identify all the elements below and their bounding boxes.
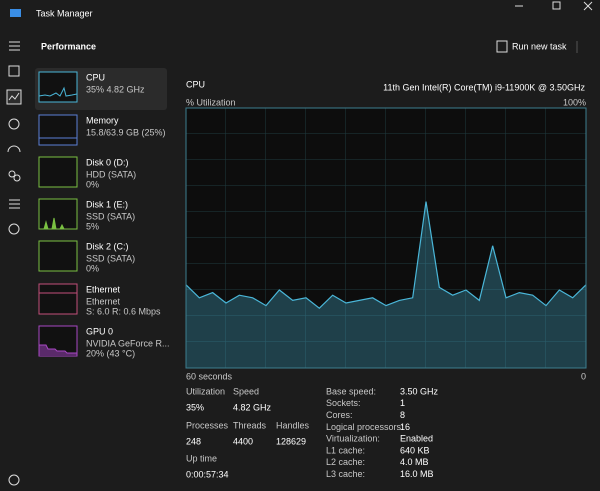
detail-value: 16 xyxy=(400,422,410,432)
sidebar-item-detail: 0% xyxy=(86,179,99,189)
stat-value: 128629 xyxy=(276,436,306,446)
sidebar-item[interactable]: GPU 0 NVIDIA GeForce R...20% (43 °C) xyxy=(38,325,170,358)
sidebar-item-detail: 0% xyxy=(86,263,99,273)
stat-value: 4400 xyxy=(233,436,253,446)
x-tick-label: 60 seconds xyxy=(186,371,233,381)
sidebar-item-name: GPU 0 xyxy=(86,326,113,336)
detail-label: L2 cache: xyxy=(326,457,365,467)
sidebar-item-detail: NVIDIA GeForce R... xyxy=(86,338,170,348)
sidebar-item[interactable]: Disk 1 (E:) SSD (SATA)5% xyxy=(38,198,135,231)
detail-value: 8 xyxy=(400,410,405,420)
sidebar-item[interactable]: Disk 0 (D:) HDD (SATA)0% xyxy=(38,156,136,189)
stat-value: 248 xyxy=(186,436,201,446)
y-tick-label: 100% xyxy=(563,97,586,107)
sidebar-item[interactable]: CPU 35% 4.82 GHz xyxy=(35,68,167,110)
stat-label: Threads xyxy=(233,420,267,430)
sidebar-item-detail: SSD (SATA) xyxy=(86,253,135,263)
x-tick-label: 0 xyxy=(581,371,586,381)
stat-label: Utilization xyxy=(186,386,225,396)
sidebar-item-name: Disk 1 (E:) xyxy=(86,199,128,209)
stat-label: Handles xyxy=(276,420,310,430)
detail-label: L3 cache: xyxy=(326,469,365,479)
nav-icons[interactable] xyxy=(6,41,22,486)
detail-value: 16.0 MB xyxy=(400,469,434,479)
detail-value: Enabled xyxy=(400,434,433,444)
sidebar-item-detail: 35% 4.82 GHz xyxy=(86,84,145,94)
cpu-title: CPU xyxy=(186,79,205,89)
sidebar-item-detail: 20% (43 °C) xyxy=(86,348,135,358)
sidebar-item-name: Ethernet xyxy=(86,284,121,294)
sidebar-item-name: CPU xyxy=(86,72,105,82)
sidebar-item[interactable]: Memory 15.8/63.9 GB (25%) xyxy=(38,114,166,146)
detail-value: 4.0 MB xyxy=(400,457,429,467)
sidebar-item-detail: HDD (SATA) xyxy=(86,169,136,179)
thumbnail xyxy=(38,156,78,188)
stat-label: Processes xyxy=(186,420,229,430)
chart-border xyxy=(185,107,587,369)
stat-value: 4.82 GHz xyxy=(233,402,272,412)
window-controls[interactable] xyxy=(515,1,593,11)
detail-label: Sockets: xyxy=(326,398,361,408)
thumbnail-graph xyxy=(38,344,78,356)
y-axis-label: % Utilization xyxy=(186,97,236,107)
sidebar-item-name: Memory xyxy=(86,115,119,125)
sidebar-item-name: Disk 0 (D:) xyxy=(86,157,129,167)
sidebar: CPU 35% 4.82 GHz Memory 15.8/63.9 GB (25%) D… xyxy=(35,68,170,358)
detail-value: 1 xyxy=(400,398,405,408)
window-title: Task Manager xyxy=(36,8,93,18)
area-fill xyxy=(186,201,586,368)
detail-value: 640 KB xyxy=(400,445,430,455)
detail-value: 3.50 GHz xyxy=(400,386,439,396)
sidebar-item-name: Disk 2 (C:) xyxy=(86,241,129,251)
run-new-task[interactable]: Run new task xyxy=(496,40,567,53)
detail-label: Base speed: xyxy=(326,386,376,396)
sidebar-item-detail: S: 6.0 R: 0.6 Mbps xyxy=(86,306,161,316)
stat-value: 0:00:57:34 xyxy=(186,469,229,479)
sidebar-item-detail: 5% xyxy=(86,221,99,231)
thumbnail-graph xyxy=(39,217,77,230)
cpu-model: 11th Gen Intel(R) Core(TM) i9-11900K @ 3… xyxy=(383,82,585,92)
sidebar-item-detail: SSD (SATA) xyxy=(86,211,135,221)
detail-label: L1 cache: xyxy=(326,445,365,455)
stat-label: Speed xyxy=(233,386,259,396)
thumbnail xyxy=(38,114,78,146)
detail-label: Logical processors: xyxy=(326,422,404,432)
sidebar-item-detail: Ethernet xyxy=(86,296,121,306)
line xyxy=(185,201,587,309)
stat-label: Up time xyxy=(186,453,217,463)
chart: 60 seconds 0 100% xyxy=(185,97,587,381)
thumbnail-graph xyxy=(38,86,78,97)
chart-grid xyxy=(186,108,586,368)
thumbnail xyxy=(38,283,78,315)
thumbnail xyxy=(38,71,78,103)
detail-label: Cores: xyxy=(326,410,353,420)
app-icon xyxy=(10,9,21,17)
thumbnail xyxy=(38,240,78,272)
sidebar-item[interactable]: Disk 2 (C:) SSD (SATA)0% xyxy=(38,240,135,273)
stats: Utilization 35% Speed 4.82 GHz Processes 248 T… xyxy=(186,386,439,479)
sidebar-item-detail: 15.8/63.9 GB (25%) xyxy=(86,127,166,137)
stat-value: 35% xyxy=(186,402,204,412)
detail-label: Virtualization: xyxy=(326,434,380,444)
page-title: Performance xyxy=(41,41,96,51)
thumbnail xyxy=(38,198,78,230)
run-new-task-label[interactable]: Run new task xyxy=(512,41,567,51)
